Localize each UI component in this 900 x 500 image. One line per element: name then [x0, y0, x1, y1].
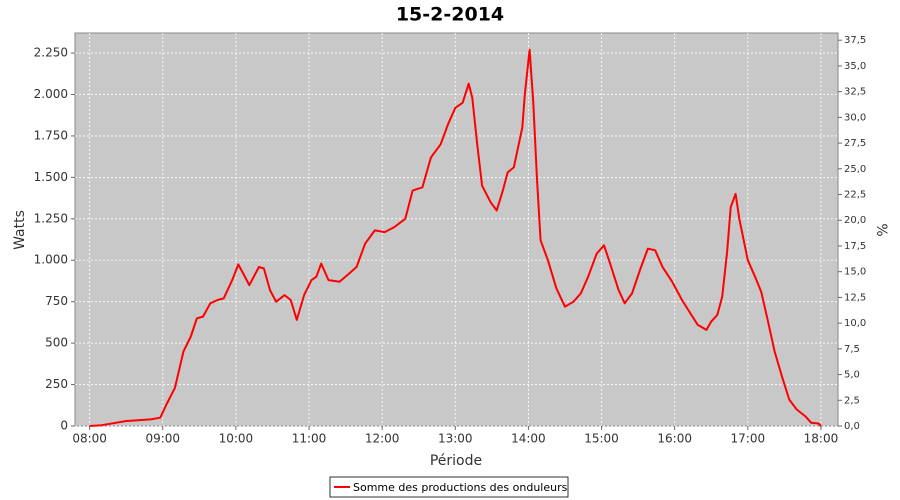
y2-tick-label: 37,5 [844, 35, 866, 46]
legend-box [329, 476, 569, 498]
x-tick-label: 10:00 [219, 432, 254, 446]
y2-tick-label: 27,5 [844, 138, 866, 149]
y-tick-label: 0 [60, 419, 68, 433]
x-tick-label: 08:00 [72, 432, 107, 446]
y2-tick-label: 12,5 [844, 292, 866, 303]
x-tick-label: 14:00 [511, 432, 546, 446]
y-tick-label: 2.250 [34, 46, 68, 60]
x-tick-label: 13:00 [438, 432, 473, 446]
y2-tick-label: 32,5 [844, 87, 866, 98]
y2-tick-label: 25,0 [844, 164, 866, 175]
y-axis-label: Watts [12, 210, 28, 250]
y-tick-label: 1.750 [34, 128, 68, 142]
x-tick-label: 15:00 [584, 432, 619, 446]
y2-tick-label: 10,0 [844, 318, 866, 329]
line-series [89, 48, 822, 427]
x-axis-label: Période [430, 453, 482, 469]
x-tick-label: 16:00 [657, 432, 692, 446]
x-tick-label: 11:00 [292, 432, 327, 446]
y2-tick-label: 15,0 [844, 267, 866, 278]
x-tick-label: 09:00 [145, 432, 180, 446]
legend-label: Somme des productions des onduleurs [353, 481, 568, 494]
y2-tick-label: 22,5 [844, 190, 866, 201]
y-tick-label: 2.000 [34, 87, 68, 101]
y-tick-label: 750 [45, 294, 68, 308]
y2-tick-label: 30,0 [844, 112, 866, 123]
y2-tick-label: 2,5 [844, 395, 860, 406]
chart-title: 15-2-2014 [396, 4, 504, 26]
y-tick-label: 1.250 [34, 211, 68, 225]
y2-axis-label: % [873, 223, 889, 236]
y2-tick-label: 5,0 [844, 370, 860, 381]
y-tick-label: 1.000 [34, 253, 68, 267]
x-tick-label: 18:00 [804, 432, 839, 446]
y-tick-label: 250 [45, 377, 68, 391]
y2-tick-label: 35,0 [844, 61, 866, 72]
x-tick-label: 12:00 [365, 432, 400, 446]
y-tick-label: 500 [45, 336, 68, 350]
x-tick-label: 17:00 [731, 432, 766, 446]
y2-tick-label: 7,5 [844, 344, 860, 355]
y2-tick-label: 17,5 [844, 241, 866, 252]
plot-area [74, 32, 839, 427]
y2-tick-label: 0,0 [844, 421, 860, 432]
y2-tick-label: 20,0 [844, 215, 866, 226]
y-tick-label: 1.500 [34, 170, 68, 184]
